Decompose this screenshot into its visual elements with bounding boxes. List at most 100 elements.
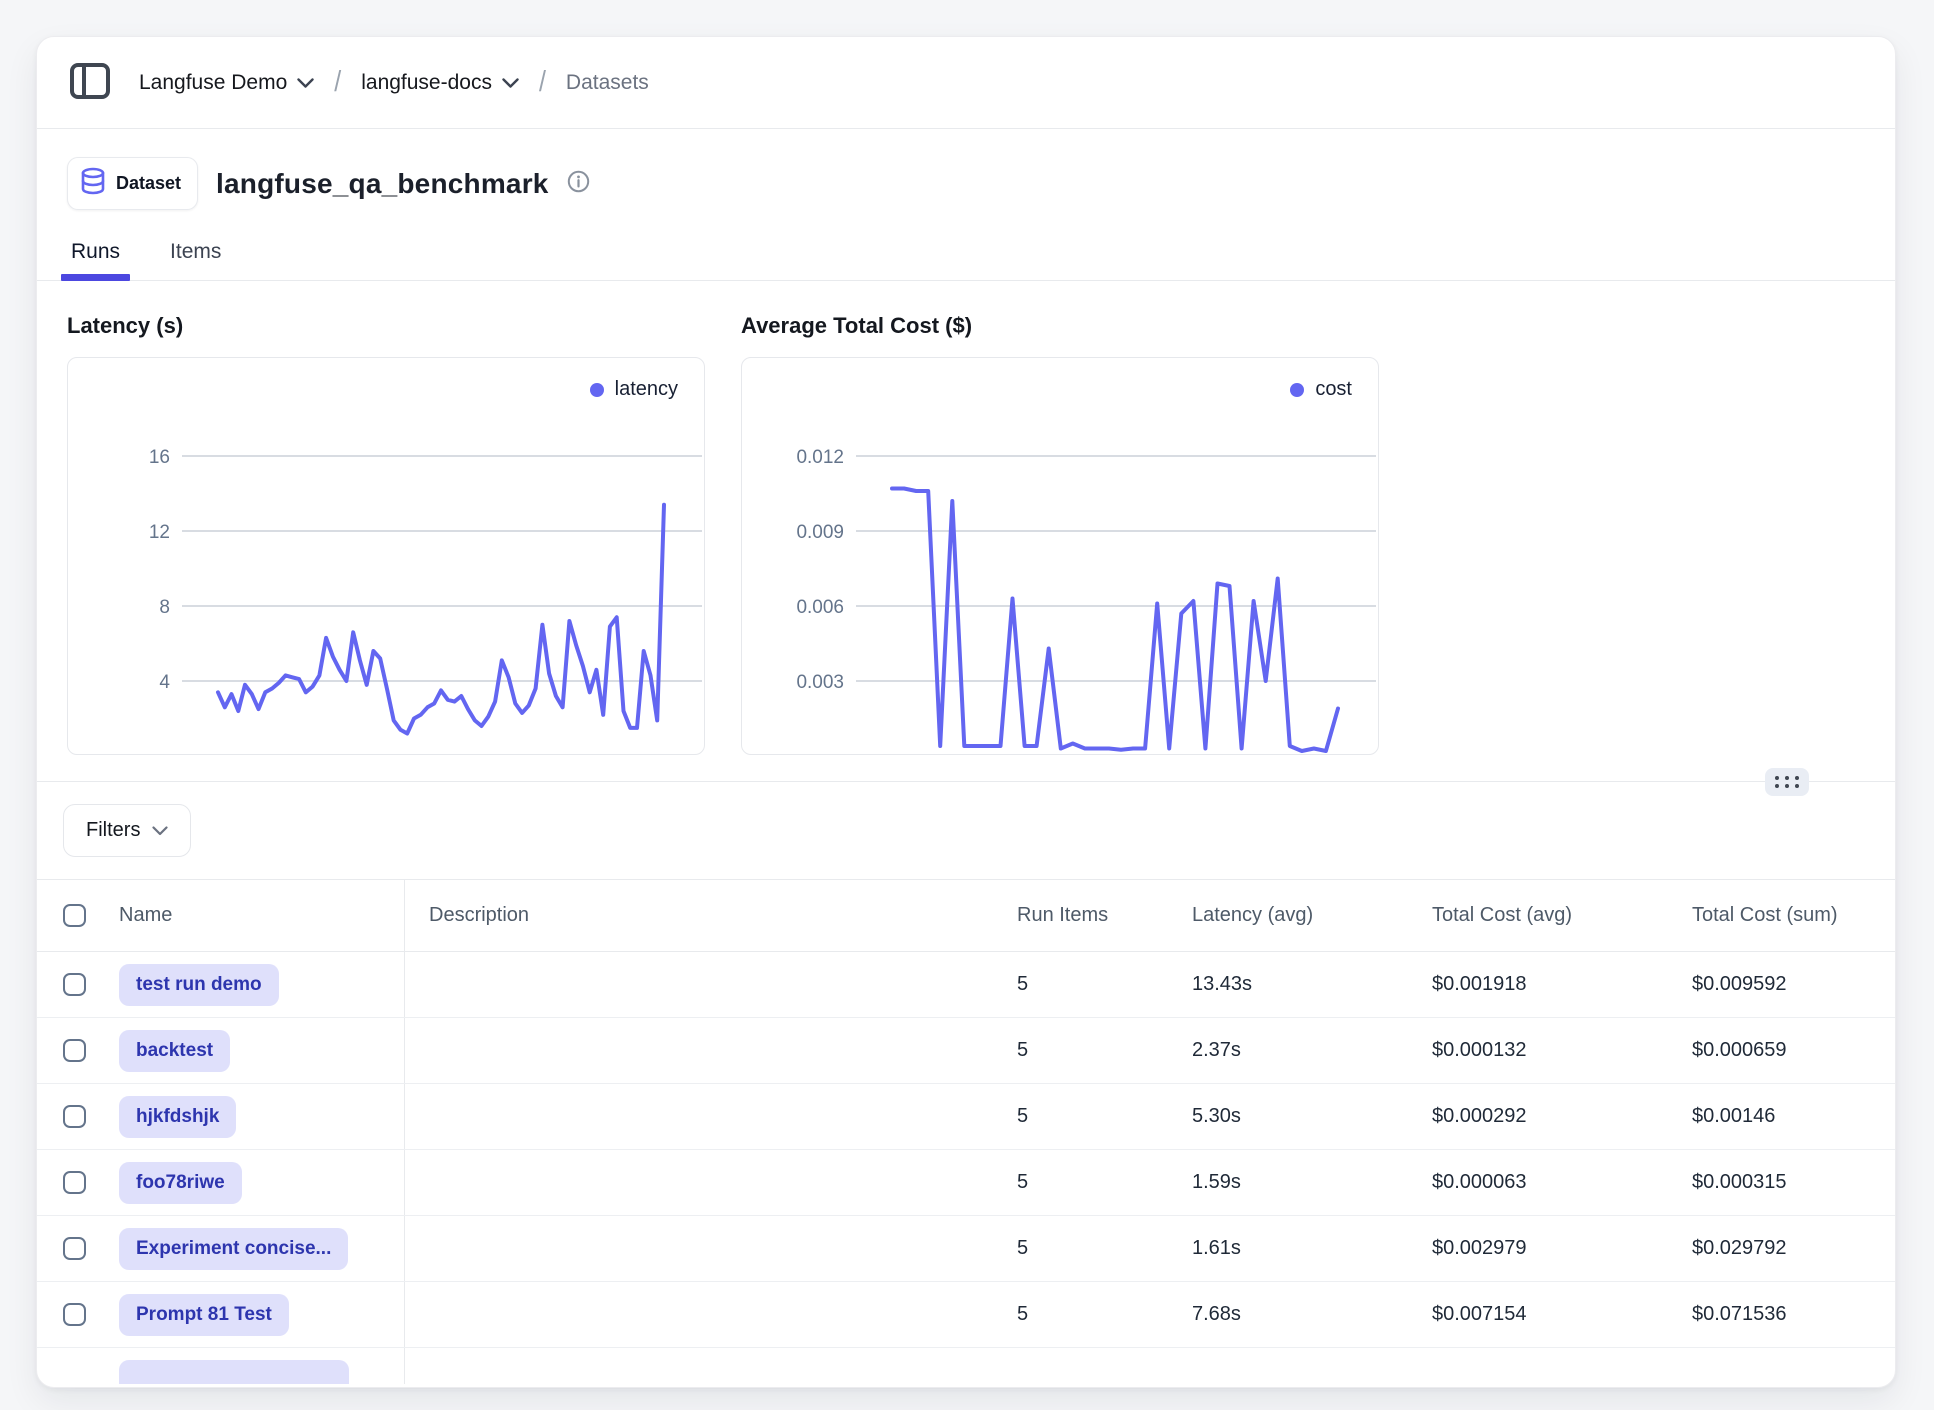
filters-button[interactable]: Filters: [63, 804, 192, 857]
filters-button-label: Filters: [86, 819, 141, 841]
breadcrumb-separator: /: [538, 65, 546, 99]
table-row: foo78riwe 5 1.59s $0.000063 $0.000315: [37, 1150, 1895, 1216]
tab-items[interactable]: Items: [170, 240, 222, 263]
row-checkbox[interactable]: [63, 973, 86, 996]
run-name-link[interactable]: backtest: [119, 1029, 231, 1072]
info-icon[interactable]: [567, 170, 590, 198]
total-cost-sum-cell: $0.009592: [1692, 973, 1787, 995]
database-icon: [80, 167, 106, 200]
total-cost-avg-cell: $0.000132: [1432, 1039, 1527, 1061]
column-header-description: Description: [429, 904, 530, 926]
latency-chart-block: Latency (s) 16 12 8 4 latency: [67, 313, 705, 755]
svg-text:4: 4: [159, 672, 170, 693]
table-row: Prompt 81 Test 5 7.68s $0.007154 $0.0715…: [37, 1282, 1895, 1348]
column-header-name: Name: [119, 904, 173, 926]
run-items-cell: 5: [1017, 1105, 1029, 1127]
total-cost-avg-cell: $0.007154: [1432, 1303, 1527, 1325]
row-checkbox[interactable]: [63, 1303, 86, 1326]
column-header-total-cost-sum: Total Cost (sum): [1692, 904, 1838, 926]
table-row-partial: [37, 1348, 1895, 1384]
run-items-cell: 5: [1017, 1237, 1029, 1259]
cost-chart-block: Average Total Cost ($) 0.012 0.009 0.006 0.…: [741, 313, 1379, 755]
svg-text:12: 12: [149, 522, 170, 543]
run-name-link[interactable]: Prompt 81 Test: [119, 1293, 289, 1336]
svg-text:16: 16: [149, 447, 170, 468]
latency-chart: 16 12 8 4 latency: [67, 357, 705, 755]
tab-bar: Runs Items: [37, 234, 1895, 281]
total-cost-sum-cell: $0.071536: [1692, 1303, 1787, 1325]
section-divider: [37, 768, 1895, 796]
charts-section: Latency (s) 16 12 8 4 latency Average Total…: [37, 281, 1895, 755]
latency-avg-cell: 13.43s: [1192, 973, 1253, 995]
tab-runs[interactable]: Runs: [60, 234, 131, 281]
latency-avg-cell: 5.30s: [1192, 1105, 1241, 1127]
section-name: Datasets: [565, 70, 649, 94]
run-items-cell: 5: [1017, 1303, 1029, 1325]
title-row: Dataset langfuse_qa_benchmark: [37, 129, 1895, 210]
run-name-link[interactable]: test run demo: [119, 963, 279, 1006]
column-header-latency-avg: Latency (avg): [1192, 904, 1314, 926]
breadcrumb: Langfuse Demo / langfuse-docs / Datasets: [139, 65, 649, 99]
legend-dot-icon: [589, 382, 604, 397]
latency-line-plot: 16 12 8 4: [149, 447, 702, 736]
top-bar: Langfuse Demo / langfuse-docs / Datasets: [37, 37, 1895, 129]
table-row: test run demo 5 13.43s $0.001918 $0.0095…: [37, 952, 1895, 1018]
latency-avg-cell: 1.61s: [1192, 1237, 1241, 1259]
dataset-badge-label: Dataset: [116, 173, 182, 193]
legend-dot-icon: [1290, 382, 1305, 397]
table-header-row: Name Description Run Items Latency (avg)…: [37, 880, 1895, 952]
breadcrumb-project[interactable]: langfuse-docs: [361, 71, 519, 95]
chevron-down-icon: [297, 71, 314, 95]
run-items-cell: 5: [1017, 1039, 1029, 1061]
page-title: langfuse_qa_benchmark: [216, 167, 549, 199]
run-items-cell: 5: [1017, 973, 1029, 995]
row-checkbox[interactable]: [63, 1237, 86, 1260]
main-panel: Langfuse Demo / langfuse-docs / Datasets: [36, 36, 1896, 1388]
table-row: backtest 5 2.37s $0.000132 $0.000659: [37, 1018, 1895, 1084]
column-header-run-items: Run Items: [1017, 904, 1109, 926]
select-all-checkbox[interactable]: [63, 904, 86, 927]
cost-chart: 0.012 0.009 0.006 0.003 cost: [741, 357, 1379, 755]
sidebar-toggle-button[interactable]: [67, 60, 113, 106]
project-name: langfuse-docs: [361, 70, 492, 94]
cost-legend: cost: [1290, 378, 1352, 401]
svg-text:0.006: 0.006: [796, 597, 844, 618]
breadcrumb-org[interactable]: Langfuse Demo: [139, 71, 314, 95]
table-row: Experiment concise... 5 1.61s $0.002979 …: [37, 1216, 1895, 1282]
filters-row: Filters: [37, 782, 1895, 879]
legend-label: latency: [614, 378, 678, 400]
panel-left-icon: [69, 61, 111, 104]
total-cost-avg-cell: $0.000063: [1432, 1171, 1527, 1193]
total-cost-sum-cell: $0.029792: [1692, 1237, 1787, 1259]
svg-text:0.003: 0.003: [796, 672, 844, 693]
dataset-badge: Dataset: [67, 157, 199, 210]
row-checkbox[interactable]: [63, 1105, 86, 1128]
row-checkbox[interactable]: [63, 1039, 86, 1062]
run-name-link[interactable]: Experiment concise...: [119, 1227, 349, 1270]
run-name-link[interactable]: foo78riwe: [119, 1161, 242, 1204]
resize-drag-handle[interactable]: [1765, 768, 1809, 796]
table-row: hjkfdshjk 5 5.30s $0.000292 $0.00146: [37, 1084, 1895, 1150]
breadcrumb-section[interactable]: Datasets: [566, 71, 649, 95]
row-checkbox[interactable]: [63, 1171, 86, 1194]
run-name-link[interactable]: [119, 1360, 349, 1384]
total-cost-avg-cell: $0.002979: [1432, 1237, 1527, 1259]
latency-avg-cell: 1.59s: [1192, 1171, 1241, 1193]
cost-line-plot: 0.012 0.009 0.006 0.003: [796, 447, 1376, 753]
breadcrumb-separator: /: [334, 65, 342, 99]
org-name: Langfuse Demo: [139, 70, 288, 94]
latency-chart-title: Latency (s): [67, 313, 184, 338]
run-name-link[interactable]: hjkfdshjk: [119, 1095, 237, 1138]
svg-text:0.012: 0.012: [796, 447, 844, 468]
grip-dots-icon: [1775, 776, 1799, 788]
latency-avg-cell: 2.37s: [1192, 1039, 1241, 1061]
run-items-cell: 5: [1017, 1171, 1029, 1193]
total-cost-avg-cell: $0.001918: [1432, 973, 1527, 995]
svg-text:8: 8: [159, 597, 170, 618]
runs-table: Name Description Run Items Latency (avg)…: [37, 879, 1895, 1384]
total-cost-sum-cell: $0.00146: [1692, 1105, 1776, 1127]
chevron-down-icon: [502, 71, 519, 95]
total-cost-sum-cell: $0.000315: [1692, 1171, 1787, 1193]
latency-avg-cell: 7.68s: [1192, 1303, 1241, 1325]
svg-text:0.009: 0.009: [796, 522, 844, 543]
